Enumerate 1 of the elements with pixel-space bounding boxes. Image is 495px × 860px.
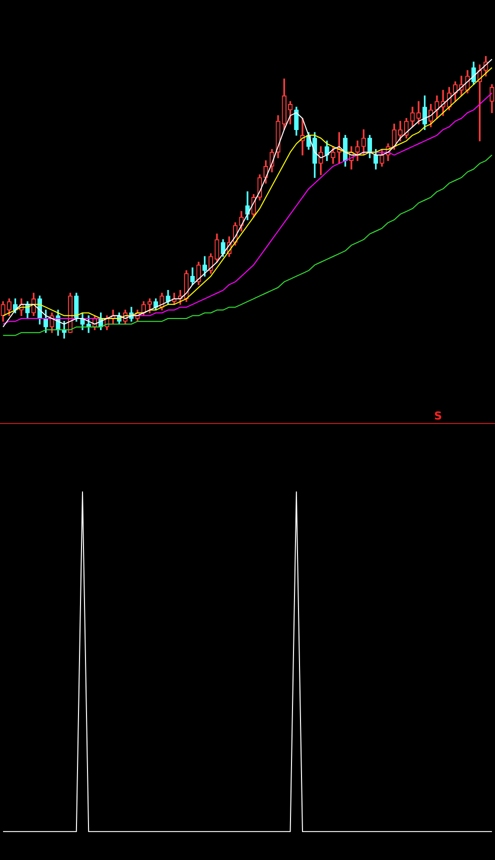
text: S (434, 409, 442, 422)
